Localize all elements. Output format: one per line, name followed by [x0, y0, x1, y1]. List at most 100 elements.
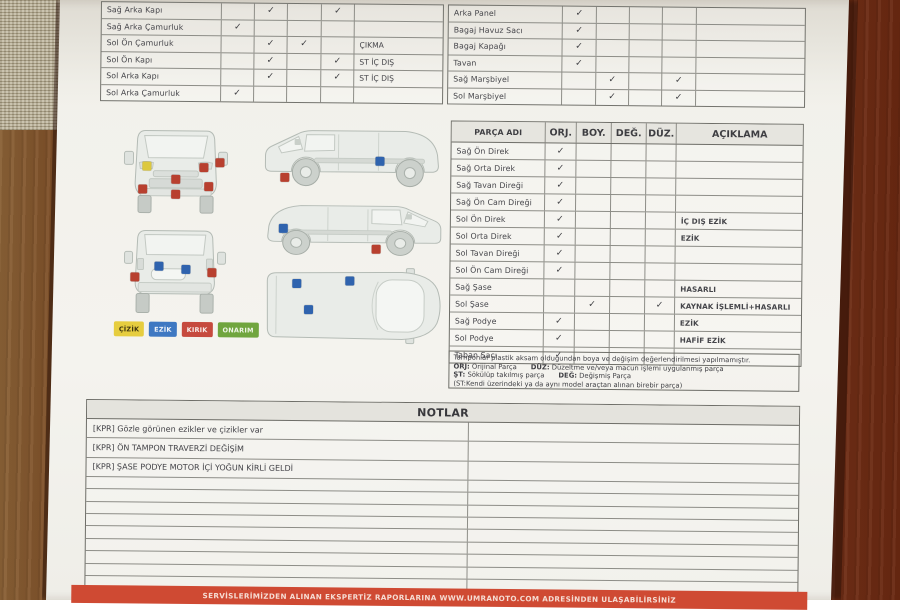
- check-cell: ✓: [544, 262, 576, 279]
- column-header: DEĞ.: [611, 123, 647, 144]
- damage-marker-ezik: [181, 264, 191, 274]
- footnote-text: DÜZ:: [530, 362, 550, 372]
- check-cell: [610, 246, 646, 263]
- check-cell: [287, 69, 322, 86]
- check-icon: ✓: [556, 213, 564, 225]
- car-top-view-diagram: [260, 266, 447, 346]
- check-icon: ✓: [555, 264, 564, 276]
- part-name-cell: Sol Ön Kapı: [101, 51, 222, 69]
- part-name-cell: Sol Ön Direk: [450, 210, 545, 228]
- check-cell: [645, 263, 676, 280]
- damage-markers-layer: [260, 266, 447, 346]
- check-cell: [575, 279, 611, 297]
- check-cell: [629, 56, 663, 73]
- damage-markers-layer: [259, 122, 446, 196]
- part-name-cell: Arka Panel: [448, 5, 563, 23]
- check-cell: [610, 212, 646, 229]
- check-cell: ✓: [254, 36, 288, 53]
- check-icon: ✓: [674, 92, 683, 103]
- description-cell: HASARLI: [680, 284, 717, 294]
- check-cell: [644, 314, 676, 331]
- check-icon: ✓: [575, 25, 584, 36]
- check-cell: ✓: [254, 53, 288, 69]
- damage-marker-kirik: [215, 158, 225, 168]
- check-cell: [629, 7, 663, 23]
- check-icon: ✓: [233, 22, 242, 33]
- check-cell: [574, 313, 611, 331]
- footnote-text: ŞT:: [453, 370, 466, 380]
- description-cell: HAFİF EZİK: [679, 335, 726, 345]
- check-cell: ✓: [321, 4, 355, 21]
- check-cell: ✓: [543, 313, 576, 330]
- check-cell: ✓: [562, 56, 597, 72]
- check-cell: [645, 212, 676, 229]
- damage-marker-ezik: [345, 276, 355, 286]
- check-cell: ✓: [221, 85, 255, 102]
- damage-markers-layer: [122, 226, 228, 317]
- check-cell: [576, 160, 612, 178]
- car-left-side-view-diagram: [259, 122, 446, 196]
- check-icon: ✓: [575, 41, 583, 52]
- check-cell: [596, 23, 630, 40]
- description-cell: EZİK: [680, 233, 700, 243]
- damage-legend: ÇİZİK EZİK KIRIK ONARIM: [113, 321, 259, 338]
- check-cell: [645, 246, 676, 263]
- check-icon: ✓: [556, 196, 564, 208]
- part-name-cell: Sol Marşbiyel: [448, 87, 563, 105]
- check-cell: ✓: [545, 160, 577, 177]
- check-cell: [321, 37, 355, 54]
- check-icon: ✓: [608, 75, 617, 86]
- check-cell: [287, 53, 322, 70]
- note-text-cell: [KPR] ŞASE PODYE MOTOR İÇİ YOĞUN KİRLİ G…: [86, 457, 469, 480]
- check-icon: ✓: [555, 315, 563, 327]
- description-cell: İÇ DIŞ EZİK: [680, 216, 728, 226]
- description-cell: [676, 196, 802, 213]
- car-front-view-diagram: [123, 124, 229, 217]
- check-cell: ✓: [562, 39, 597, 56]
- check-cell: [610, 297, 646, 314]
- damage-marker-ezik: [303, 305, 314, 315]
- check-cell: ✓: [645, 297, 676, 314]
- column-header: AÇIKLAMA: [711, 128, 768, 141]
- footnote-text: Sökülüp takılmış parça: [465, 371, 545, 380]
- car-top-outline: [266, 268, 441, 345]
- check-cell: [287, 86, 322, 103]
- description-cell: [676, 162, 802, 179]
- check-cell: [646, 144, 677, 161]
- check-icon: ✓: [266, 38, 275, 50]
- check-cell: [596, 39, 630, 56]
- check-icon: ✓: [300, 39, 308, 50]
- notes-table: NOTLAR [KPR] Gözle görünen ezikler ve çi…: [84, 398, 801, 596]
- check-cell: [629, 73, 663, 89]
- check-cell: [629, 23, 663, 40]
- part-name-cell: Sağ Ön Direk: [451, 142, 546, 160]
- check-cell: [662, 23, 697, 40]
- part-name-cell: Sol Şase: [450, 295, 545, 313]
- check-icon: ✓: [556, 145, 565, 157]
- check-cell: [544, 279, 576, 296]
- car-rear-outline: [123, 230, 227, 314]
- check-icon: ✓: [267, 5, 275, 17]
- check-cell: [646, 161, 677, 178]
- damage-marker-kirik: [171, 189, 181, 199]
- check-cell: ✓: [544, 211, 576, 228]
- note-cell: [355, 21, 443, 37]
- check-cell: ✓: [662, 89, 697, 106]
- damage-marker-ezik: [154, 261, 164, 271]
- body-panels-table-left: Sağ Arka Kapı ✓ ✓ Sağ Arka Çamurluk ✓ Sol Ön …: [100, 1, 444, 105]
- car-side-outline: [264, 130, 439, 188]
- damage-markers-layer: [260, 198, 447, 264]
- note-empty-cell: [468, 461, 798, 482]
- check-cell: [321, 20, 355, 37]
- check-icon: ✓: [554, 332, 563, 344]
- table-row: Sol Arka Çamurluk ✓: [101, 84, 442, 104]
- check-cell: [221, 36, 255, 53]
- note-text-cell: [KPR] ÖN TAMPON TRAVERZİ DEĞİŞİM: [86, 438, 469, 461]
- check-cell: [544, 296, 576, 313]
- parts-condition-table: PARÇA ADI ORJ. BOY. DEĞ. DÜZ. AÇIKLAMA Sağ Ön …: [448, 120, 804, 367]
- footnote-text: DEĞ:: [558, 371, 578, 381]
- check-cell: [575, 262, 611, 280]
- damage-marker-cizik: [142, 161, 152, 171]
- check-cell: [321, 86, 355, 103]
- check-cell: [221, 69, 255, 86]
